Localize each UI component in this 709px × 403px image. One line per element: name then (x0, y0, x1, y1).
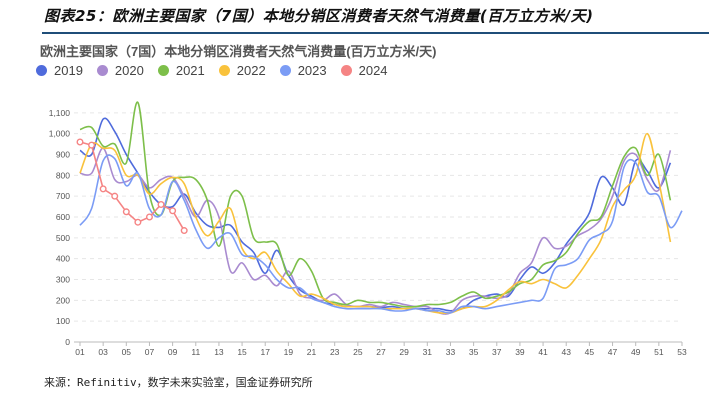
series-line-2021 (79, 101, 672, 308)
chart-title: 欧洲主要国家（7国）本地分销区消费者天然气消费量(百万立方米/天) (40, 44, 437, 59)
legend-label: 2019 (54, 63, 83, 78)
legend-dot-icon (96, 65, 108, 76)
x-tick-label: 19 (284, 347, 294, 357)
data-point-2024 (76, 138, 84, 146)
y-tick-label: 400 (56, 254, 70, 264)
x-tick-label: 41 (538, 347, 548, 357)
header-rule (42, 32, 709, 34)
data-point-2024 (111, 192, 119, 200)
x-tick-label: 39 (515, 347, 525, 357)
series-line-2022 (79, 132, 672, 315)
y-tick-label: 700 (56, 191, 70, 201)
y-tick-label: 600 (56, 212, 70, 222)
data-point-2024 (157, 200, 165, 208)
legend-dot-icon (218, 65, 230, 76)
legend-item-2020[interactable]: 2020 (96, 63, 144, 78)
x-tick-label: 21 (307, 347, 317, 357)
data-point-2024 (88, 141, 96, 149)
source-note: 来源：Refinitiv，数字未来实验室，国金证券研究所 (44, 376, 313, 389)
legend: 2019 2020 2021 2022 2023 2024 (36, 63, 388, 78)
y-tick-label: 200 (56, 295, 70, 305)
x-tick-label: 11 (191, 347, 200, 357)
x-tick-label: 25 (353, 347, 363, 357)
x-tick-label: 43 (561, 347, 571, 357)
series-line-2019 (79, 117, 672, 312)
y-tick-label: 1,000 (49, 129, 71, 139)
data-point-2024 (169, 207, 177, 215)
legend-label: 2022 (236, 63, 266, 78)
y-tick-label: 500 (56, 233, 70, 243)
x-tick-label: 29 (399, 347, 409, 357)
x-tick-label: 37 (492, 347, 502, 357)
legend-dot-icon (36, 65, 47, 76)
x-tick-label: 45 (585, 347, 595, 357)
x-tick-label: 03 (98, 347, 108, 357)
figure-header: 图表25：欧洲主要国家（7国）本地分销区消费者天然气消费量(百万立方米/天) (44, 7, 594, 25)
x-tick-label: 27 (376, 347, 386, 357)
x-tick-label: 31 (423, 347, 433, 357)
legend-item-2023[interactable]: 2023 (279, 63, 327, 78)
x-tick-label: 49 (631, 347, 641, 357)
y-tick-label: 100 (56, 316, 70, 326)
data-point-2024 (134, 218, 142, 226)
y-tick-label: 300 (56, 275, 70, 285)
x-tick-label: 09 (168, 347, 178, 357)
data-point-2024 (122, 208, 130, 216)
x-tick-label: 07 (145, 347, 155, 357)
data-point-2024 (180, 227, 188, 235)
data-point-2024 (145, 213, 153, 221)
legend-item-2022[interactable]: 2022 (218, 63, 266, 78)
legend-item-2024[interactable]: 2024 (340, 63, 388, 78)
series-line-2023 (79, 154, 683, 314)
legend-label: 2020 (114, 63, 144, 78)
x-tick-label: 35 (469, 347, 479, 357)
x-tick-label: 13 (214, 347, 224, 357)
legend-label: 2024 (358, 63, 388, 78)
x-tick-label: 53 (677, 347, 687, 357)
y-tick-label: 900 (56, 150, 70, 160)
legend-item-2021[interactable]: 2021 (157, 63, 205, 78)
legend-dot-icon (157, 65, 169, 76)
x-tick-label: 51 (654, 347, 664, 357)
x-tick-label: 17 (260, 347, 270, 357)
series-line-2024 (79, 141, 185, 231)
x-tick-label: 01 (75, 347, 85, 357)
y-tick-label: 800 (56, 170, 70, 180)
legend-label: 2021 (175, 63, 205, 78)
legend-dot-icon (279, 65, 291, 76)
legend-label: 2023 (297, 63, 327, 78)
x-tick-label: 33 (446, 347, 456, 357)
legend-item-2019[interactable]: 2019 (36, 63, 83, 78)
x-tick-label: 15 (237, 347, 247, 357)
series-line-2020 (79, 147, 672, 315)
y-tick-label: 0 (65, 337, 70, 347)
x-tick-label: 05 (122, 347, 132, 357)
y-tick-label: 1,100 (49, 108, 71, 118)
x-tick-label: 23 (330, 347, 340, 357)
legend-dot-icon (340, 65, 352, 76)
data-point-2024 (99, 185, 107, 193)
x-tick-label: 47 (608, 347, 618, 357)
